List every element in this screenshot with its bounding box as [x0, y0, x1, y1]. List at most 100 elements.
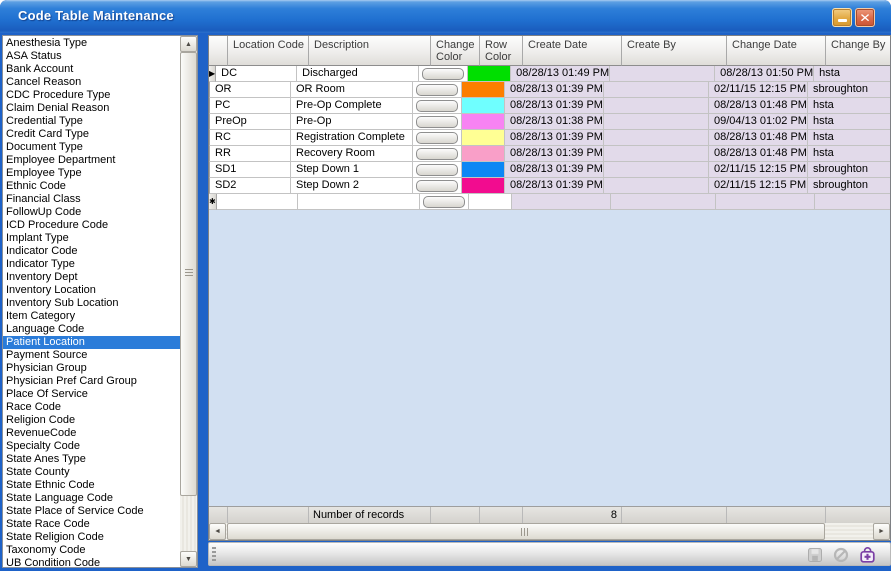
hscrollbar-thumb[interactable]: [227, 523, 825, 540]
row-color-swatch[interactable]: [462, 130, 505, 146]
row-color-swatch[interactable]: [462, 98, 505, 114]
sidebar-item[interactable]: Bank Account: [6, 63, 74, 75]
change-color-button[interactable]: [422, 67, 465, 80]
new-row-description-cell[interactable]: [297, 194, 420, 210]
location-code-cell[interactable]: RC: [210, 130, 291, 146]
change-date-cell[interactable]: 02/11/15 12:15 PM: [709, 178, 808, 194]
column-header[interactable]: Description: [309, 36, 431, 66]
sidebar-item[interactable]: Religion Code: [6, 414, 76, 426]
column-header[interactable]: Change Date: [727, 36, 826, 66]
create-by-cell[interactable]: [604, 162, 709, 178]
minimize-button[interactable]: [832, 8, 852, 27]
sidebar-item[interactable]: Anesthesia Type: [6, 37, 88, 49]
sidebar-item[interactable]: Physician Group: [6, 362, 87, 374]
sidebar-item[interactable]: Employee Type: [6, 167, 82, 179]
change-by-cell[interactable]: sbroughton: [808, 178, 890, 194]
sidebar-item[interactable]: Ethnic Code: [6, 180, 66, 192]
row-pointer[interactable]: [209, 82, 210, 98]
sidebar-item[interactable]: Document Type: [6, 141, 83, 153]
change-color-button[interactable]: [416, 99, 458, 112]
sidebar-item[interactable]: Inventory Location: [6, 284, 96, 296]
sidebar-item[interactable]: State Religion Code: [6, 531, 104, 543]
row-color-swatch[interactable]: [462, 114, 505, 130]
new-row-code-cell[interactable]: [216, 194, 298, 210]
sidebar-item[interactable]: FollowUp Code: [6, 206, 82, 218]
create-by-cell[interactable]: [604, 98, 709, 114]
sidebar-item[interactable]: Indicator Code: [6, 245, 78, 257]
change-color-button[interactable]: [416, 163, 458, 176]
column-header[interactable]: Create Date: [523, 36, 622, 66]
sidebar-item[interactable]: CDC Procedure Type: [6, 89, 111, 101]
sidebar-item[interactable]: Race Code: [6, 401, 62, 413]
location-code-cell[interactable]: PC: [210, 98, 291, 114]
scroll-down-arrow-icon[interactable]: ▼: [180, 551, 197, 567]
column-header[interactable]: Change Color: [431, 36, 480, 66]
sidebar-item[interactable]: Place Of Service: [6, 388, 88, 400]
sidebar-item[interactable]: Implant Type: [6, 232, 69, 244]
description-cell[interactable]: Pre-Op: [291, 114, 413, 130]
change-date-cell[interactable]: 08/28/13 01:50 PM: [715, 66, 815, 82]
change-color-button[interactable]: [416, 115, 458, 128]
scroll-left-arrow-icon[interactable]: ◄: [209, 523, 226, 540]
change-date-cell[interactable]: 08/28/13 01:48 PM: [709, 130, 808, 146]
sidebar-item[interactable]: Payment Source: [6, 349, 88, 361]
sidebar-scrollbar-thumb[interactable]: [180, 52, 197, 496]
description-cell[interactable]: OR Room: [291, 82, 413, 98]
change-by-cell[interactable]: hsta: [808, 146, 890, 162]
row-pointer[interactable]: ▶: [209, 66, 217, 82]
save-icon[interactable]: [806, 546, 824, 564]
create-date-cell[interactable]: 08/28/13 01:49 PM: [511, 66, 611, 82]
sidebar-scrollbar[interactable]: ▲ ▼: [180, 36, 197, 567]
location-code-cell[interactable]: PreOp: [210, 114, 291, 130]
sidebar-item[interactable]: Specialty Code: [6, 440, 80, 452]
sidebar-item[interactable]: ICD Procedure Code: [6, 219, 109, 231]
sidebar-item[interactable]: State Anes Type: [6, 453, 86, 465]
location-code-cell[interactable]: OR: [210, 82, 291, 98]
row-color-swatch[interactable]: [462, 146, 505, 162]
sidebar-item[interactable]: Employee Department: [6, 154, 116, 166]
change-date-cell[interactable]: 02/11/15 12:15 PM: [709, 162, 808, 178]
create-by-cell[interactable]: [604, 130, 709, 146]
change-by-cell[interactable]: sbroughton: [808, 162, 890, 178]
description-cell[interactable]: Discharged: [297, 66, 420, 82]
sidebar-item[interactable]: State Language Code: [6, 492, 114, 504]
sidebar-item[interactable]: RevenueCode: [6, 427, 77, 439]
change-date-cell[interactable]: 08/28/13 01:48 PM: [709, 98, 808, 114]
row-pointer[interactable]: [209, 98, 210, 114]
change-date-cell[interactable]: 08/28/13 01:48 PM: [709, 146, 808, 162]
location-code-cell[interactable]: RR: [210, 146, 291, 162]
row-pointer[interactable]: [209, 130, 210, 146]
location-code-cell[interactable]: DC: [216, 66, 298, 82]
change-by-cell[interactable]: hsta: [808, 98, 890, 114]
add-record-icon[interactable]: [858, 546, 876, 564]
row-pointer[interactable]: [209, 162, 210, 178]
sidebar-item[interactable]: Language Code: [6, 323, 85, 335]
cancel-icon[interactable]: [832, 546, 850, 564]
scroll-up-arrow-icon[interactable]: ▲: [180, 36, 197, 52]
new-row-color-cell[interactable]: [468, 194, 512, 210]
description-cell[interactable]: Step Down 2: [291, 178, 413, 194]
column-header[interactable]: Row Color: [480, 36, 523, 66]
change-color-button[interactable]: [416, 147, 458, 160]
change-by-cell[interactable]: hsta: [814, 66, 890, 82]
create-date-cell[interactable]: 08/28/13 01:39 PM: [505, 146, 604, 162]
change-by-cell[interactable]: hsta: [808, 114, 890, 130]
sidebar-item[interactable]: Credential Type: [6, 115, 83, 127]
row-pointer[interactable]: [209, 146, 210, 162]
change-date-cell[interactable]: 09/04/13 01:02 PM: [709, 114, 808, 130]
row-color-swatch[interactable]: [462, 162, 505, 178]
create-date-cell[interactable]: 08/28/13 01:39 PM: [505, 178, 604, 194]
sidebar-item[interactable]: State Place of Service Code: [6, 505, 144, 517]
sidebar-item[interactable]: Indicator Type: [6, 258, 75, 270]
sidebar-item[interactable]: Inventory Sub Location: [6, 297, 119, 309]
new-row-change-color-cell[interactable]: [419, 194, 469, 210]
column-header[interactable]: Create By: [622, 36, 727, 66]
description-cell[interactable]: Registration Complete: [291, 130, 413, 146]
new-record-row[interactable]: ✱: [209, 194, 890, 210]
location-code-cell[interactable]: SD2: [210, 178, 291, 194]
column-header[interactable]: [209, 36, 228, 66]
create-date-cell[interactable]: 08/28/13 01:39 PM: [505, 82, 604, 98]
sidebar-item[interactable]: Credit Card Type: [6, 128, 89, 140]
change-by-cell[interactable]: sbroughton: [808, 82, 890, 98]
sidebar-item[interactable]: Claim Denial Reason: [6, 102, 110, 114]
